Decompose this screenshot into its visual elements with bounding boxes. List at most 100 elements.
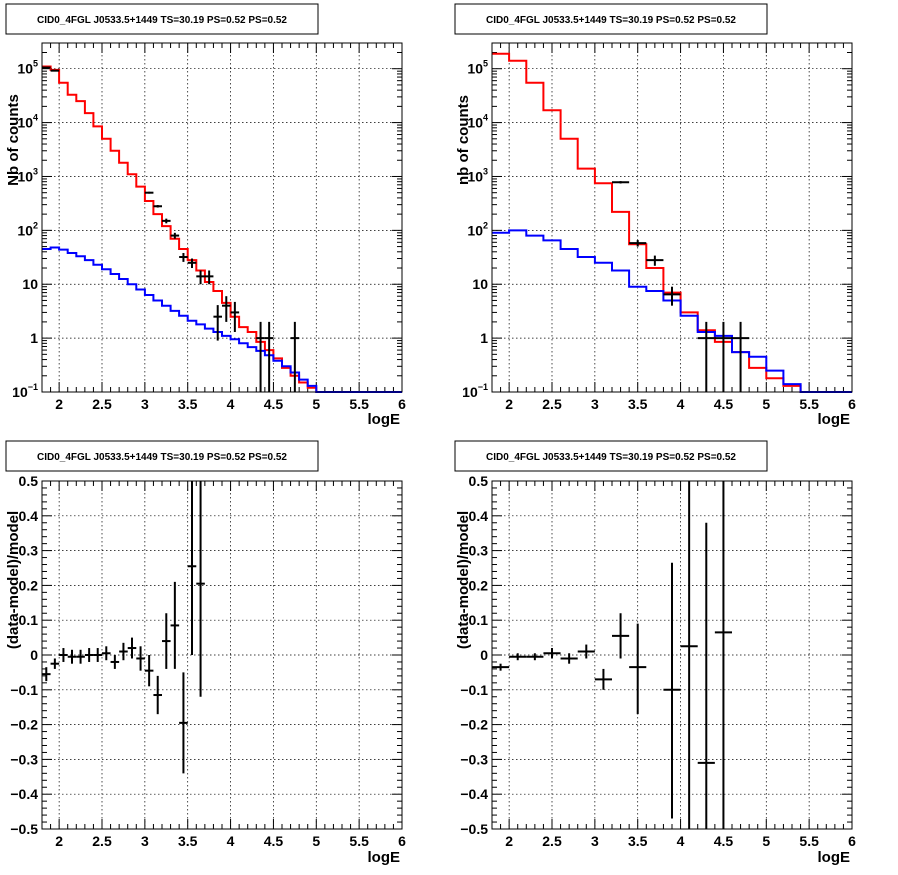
y-tick-label: −0.1 bbox=[10, 682, 38, 698]
data-point bbox=[560, 653, 578, 664]
data-point bbox=[222, 296, 231, 322]
data-point bbox=[714, 321, 732, 392]
x-tick-label: 3 bbox=[591, 396, 599, 412]
x-tick-label: 3.5 bbox=[628, 833, 648, 849]
x-tick-label: 6 bbox=[848, 396, 856, 412]
x-tick-label: 3 bbox=[141, 833, 149, 849]
y-axis-title: (data-model)/model bbox=[5, 511, 22, 649]
x-tick-label: 6 bbox=[398, 833, 406, 849]
x-axis-title: logE bbox=[368, 849, 401, 866]
data-point bbox=[144, 655, 154, 687]
x-axis-title: logE bbox=[818, 849, 851, 866]
y-tick-label: −0.3 bbox=[460, 751, 488, 767]
y-tick-label: −0.4 bbox=[460, 786, 488, 802]
data-point bbox=[162, 218, 171, 224]
y-tick-label: 104 bbox=[467, 113, 488, 131]
x-tick-label: 4.5 bbox=[264, 833, 284, 849]
x-tick-label: 4 bbox=[677, 833, 685, 849]
y-tick-label: 102 bbox=[467, 220, 488, 238]
data-point bbox=[187, 481, 197, 655]
y-tick-label: 102 bbox=[17, 220, 38, 238]
data-point bbox=[127, 637, 137, 659]
title-box bbox=[454, 440, 768, 472]
x-tick-label: 3.5 bbox=[178, 833, 198, 849]
chart-panel-p1: CID0_4FGL J0533.5+1449 TS=30.19 PS=0.52 … bbox=[5, 3, 406, 428]
data-point bbox=[67, 649, 77, 664]
y-tick-label: 0.1 bbox=[469, 612, 489, 628]
x-tick-label: 2 bbox=[505, 833, 513, 849]
y-tick-label: −0.3 bbox=[10, 751, 38, 767]
x-tick-label: 3 bbox=[591, 833, 599, 849]
data-point bbox=[50, 69, 60, 72]
x-tick-label: 2.5 bbox=[92, 833, 112, 849]
x-tick-label: 2.5 bbox=[542, 833, 562, 849]
y-tick-label: 0.2 bbox=[469, 577, 489, 593]
data-point bbox=[629, 240, 647, 247]
data-point bbox=[680, 481, 698, 829]
y-tick-label: 0.3 bbox=[19, 543, 39, 559]
y-tick-label: −0.2 bbox=[460, 717, 488, 733]
x-tick-label: 3.5 bbox=[628, 396, 648, 412]
data-point bbox=[663, 562, 681, 819]
data-point bbox=[264, 321, 274, 392]
y-tick-label: 0.3 bbox=[469, 543, 489, 559]
data-point bbox=[714, 481, 732, 829]
data-point bbox=[509, 653, 527, 661]
title-box bbox=[5, 440, 319, 472]
data-point bbox=[492, 663, 510, 671]
chart-title: CID0_4FGL J0533.5+1449 TS=30.19 PS=0.52 … bbox=[486, 452, 736, 463]
data-point bbox=[59, 648, 68, 662]
y-tick-label: −0.5 bbox=[460, 821, 488, 837]
data-point bbox=[187, 258, 197, 269]
y-tick-label: 0.5 bbox=[19, 473, 39, 489]
y-tick-label: 0.5 bbox=[469, 473, 489, 489]
y-tick-label: 105 bbox=[467, 59, 488, 77]
data-point bbox=[663, 286, 681, 306]
series-blue-histogram bbox=[42, 246, 402, 393]
plot-frame bbox=[491, 480, 853, 830]
y-tick-label: 0 bbox=[30, 647, 38, 663]
y-tick-label: 1 bbox=[480, 330, 488, 346]
y-tick-label: −0.4 bbox=[10, 786, 38, 802]
x-tick-label: 4 bbox=[677, 396, 685, 412]
x-tick-label: 5 bbox=[762, 833, 770, 849]
y-tick-label: 10 bbox=[22, 276, 38, 292]
data-point bbox=[213, 305, 222, 341]
data-point bbox=[290, 321, 300, 392]
y-tick-label: 1 bbox=[30, 330, 38, 346]
data-point bbox=[84, 648, 94, 662]
plot-frame bbox=[41, 480, 403, 830]
data-point bbox=[646, 255, 664, 266]
y-tick-label: −0.1 bbox=[460, 682, 488, 698]
y-tick-label: 103 bbox=[17, 166, 38, 184]
data-point bbox=[543, 648, 561, 659]
data-point bbox=[594, 668, 612, 690]
x-axis-title: logE bbox=[368, 411, 401, 428]
x-tick-label: 6 bbox=[848, 833, 856, 849]
x-tick-label: 5 bbox=[312, 833, 320, 849]
data-point bbox=[110, 655, 120, 669]
x-tick-label: 4 bbox=[227, 833, 235, 849]
data-point bbox=[179, 672, 188, 774]
x-tick-label: 4 bbox=[227, 396, 235, 412]
x-axis-title: logE bbox=[818, 411, 851, 428]
y-tick-label: 105 bbox=[17, 59, 38, 77]
data-point bbox=[76, 649, 85, 664]
x-tick-label: 5.5 bbox=[349, 833, 369, 849]
plot-frame bbox=[491, 42, 853, 393]
x-tick-label: 2.5 bbox=[92, 396, 112, 412]
y-tick-label: 104 bbox=[17, 113, 38, 131]
x-tick-label: 5.5 bbox=[349, 396, 369, 412]
data-point bbox=[153, 675, 162, 715]
data-point bbox=[256, 321, 265, 392]
data-point bbox=[144, 191, 154, 194]
data-point bbox=[697, 522, 715, 829]
data-point bbox=[526, 653, 544, 661]
data-point bbox=[732, 321, 750, 392]
y-tick-label: 10−1 bbox=[12, 382, 38, 400]
x-tick-label: 5 bbox=[762, 396, 770, 412]
data-point bbox=[612, 181, 630, 184]
data-point bbox=[629, 623, 647, 715]
x-tick-label: 4.5 bbox=[714, 833, 734, 849]
